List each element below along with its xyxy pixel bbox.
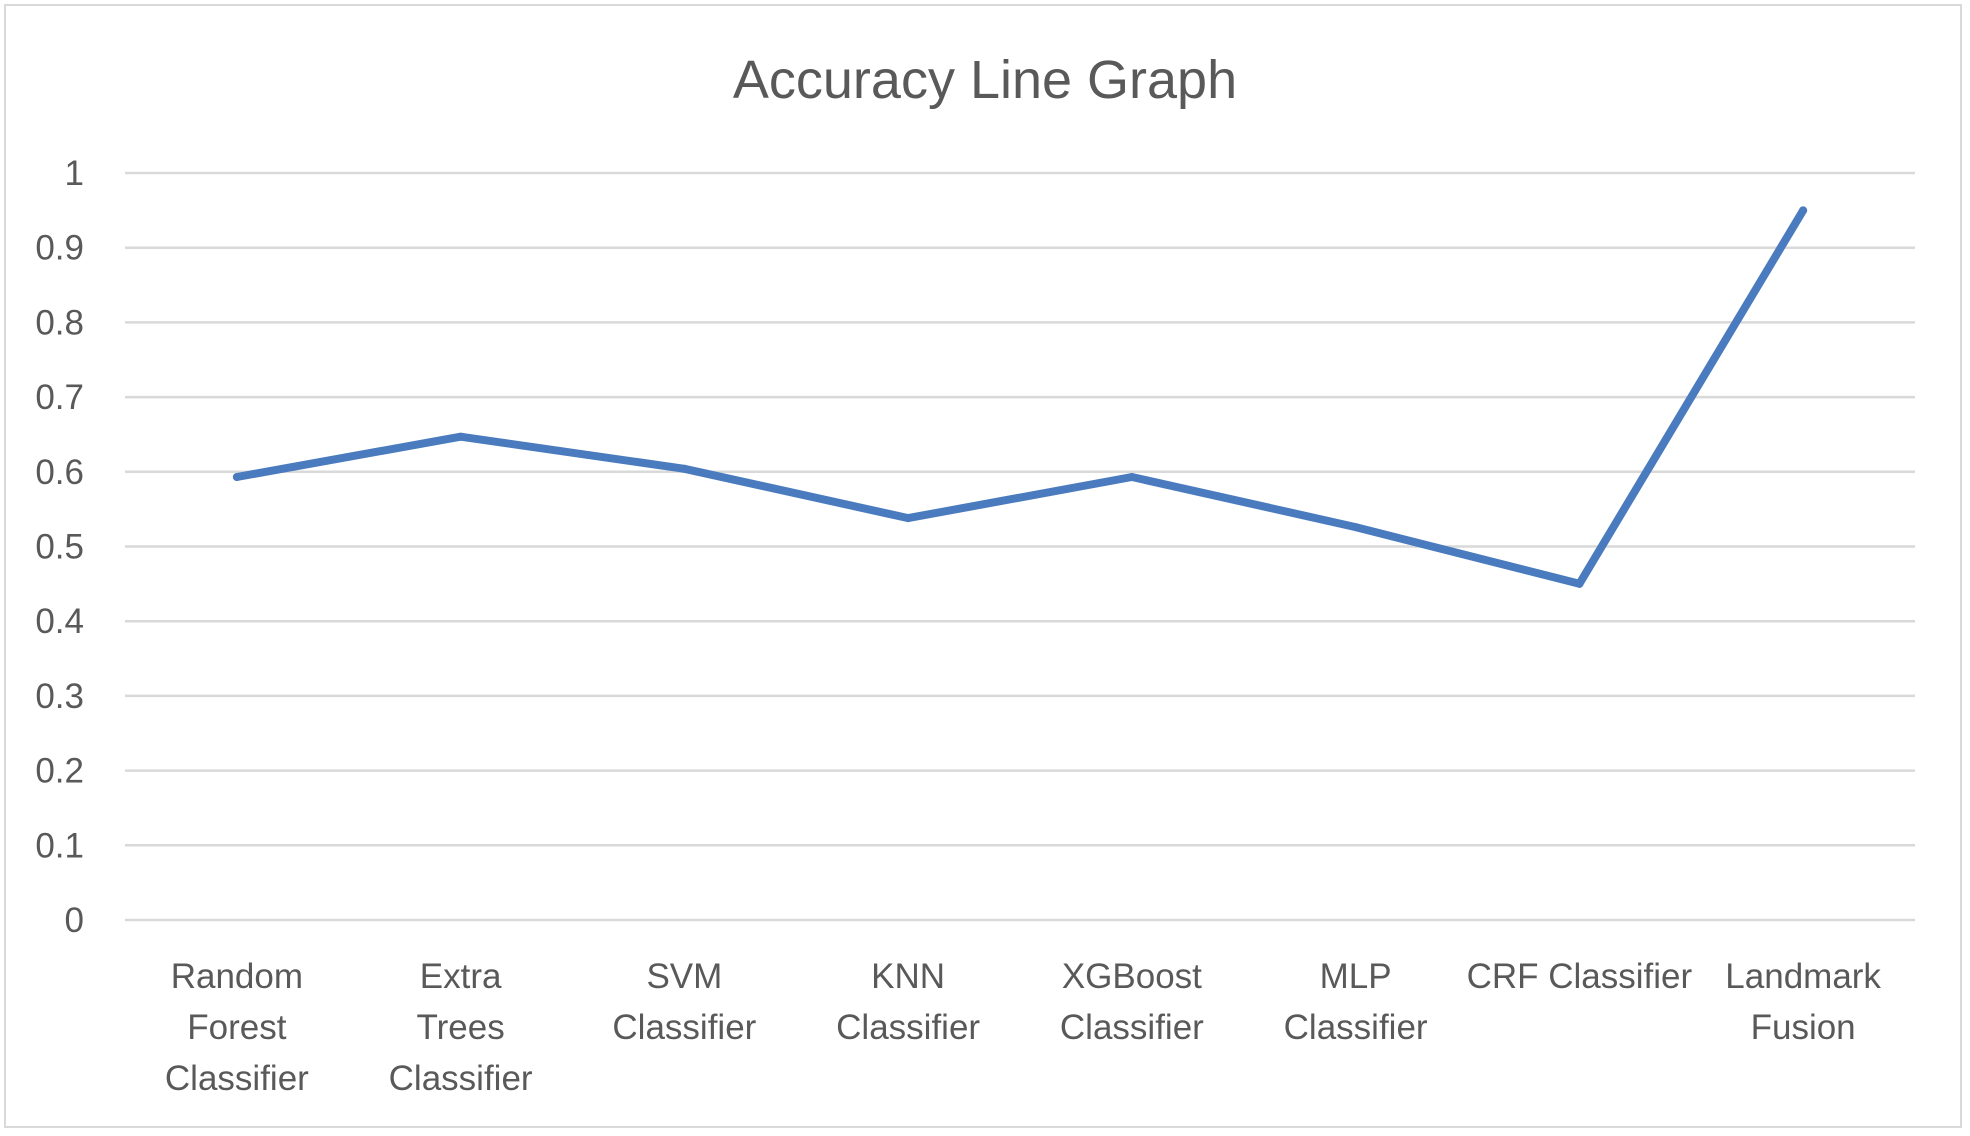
chart-frame xyxy=(4,4,1962,1128)
x-tick-label: SVM Classifier xyxy=(612,957,756,1047)
y-tick-label: 1 xyxy=(65,154,84,193)
data-point xyxy=(1127,473,1136,482)
gridlines xyxy=(125,171,1915,922)
y-tick-label: 0.9 xyxy=(35,229,84,268)
data-point xyxy=(1351,523,1360,532)
x-tick-label: Extra Trees Classifier xyxy=(389,957,533,1098)
chart-title: Accuracy Line Graph xyxy=(733,50,1237,110)
data-point xyxy=(904,514,913,523)
data-point xyxy=(1575,579,1584,588)
y-tick-label: 0.4 xyxy=(35,602,84,641)
y-tick-label: 0.2 xyxy=(35,752,84,791)
series-line xyxy=(232,206,1808,588)
data-point xyxy=(680,464,689,473)
y-tick-label: 0 xyxy=(65,901,84,940)
x-tick-label: XGBoost Classifier xyxy=(1060,957,1204,1047)
x-axis-category-labels: Random Forest Classifier Extra Trees Classifi… xyxy=(165,957,1882,1098)
y-tick-label: 0.8 xyxy=(35,303,84,342)
x-tick-label: CRF Classifier xyxy=(1467,957,1693,996)
series-lines xyxy=(232,206,1808,588)
data-point xyxy=(232,473,241,482)
y-axis-tick-labels: 0 0.1 0.2 0.3 0.4 0.5 0.6 0.7 0.8 0.9 1 xyxy=(35,154,84,940)
x-tick-label: KNN Classifier xyxy=(836,957,980,1047)
y-tick-label: 0.6 xyxy=(35,453,84,492)
x-tick-label: Random Forest Classifier xyxy=(165,957,309,1098)
y-tick-label: 0.1 xyxy=(35,826,84,865)
data-point xyxy=(1799,206,1808,215)
y-tick-label: 0.3 xyxy=(35,677,84,716)
x-tick-label: MLP Classifier xyxy=(1284,957,1428,1047)
x-tick-label: Landmark Fusion xyxy=(1725,957,1881,1047)
y-tick-label: 0.7 xyxy=(35,378,84,417)
y-tick-label: 0.5 xyxy=(35,528,84,567)
data-point xyxy=(456,432,465,441)
